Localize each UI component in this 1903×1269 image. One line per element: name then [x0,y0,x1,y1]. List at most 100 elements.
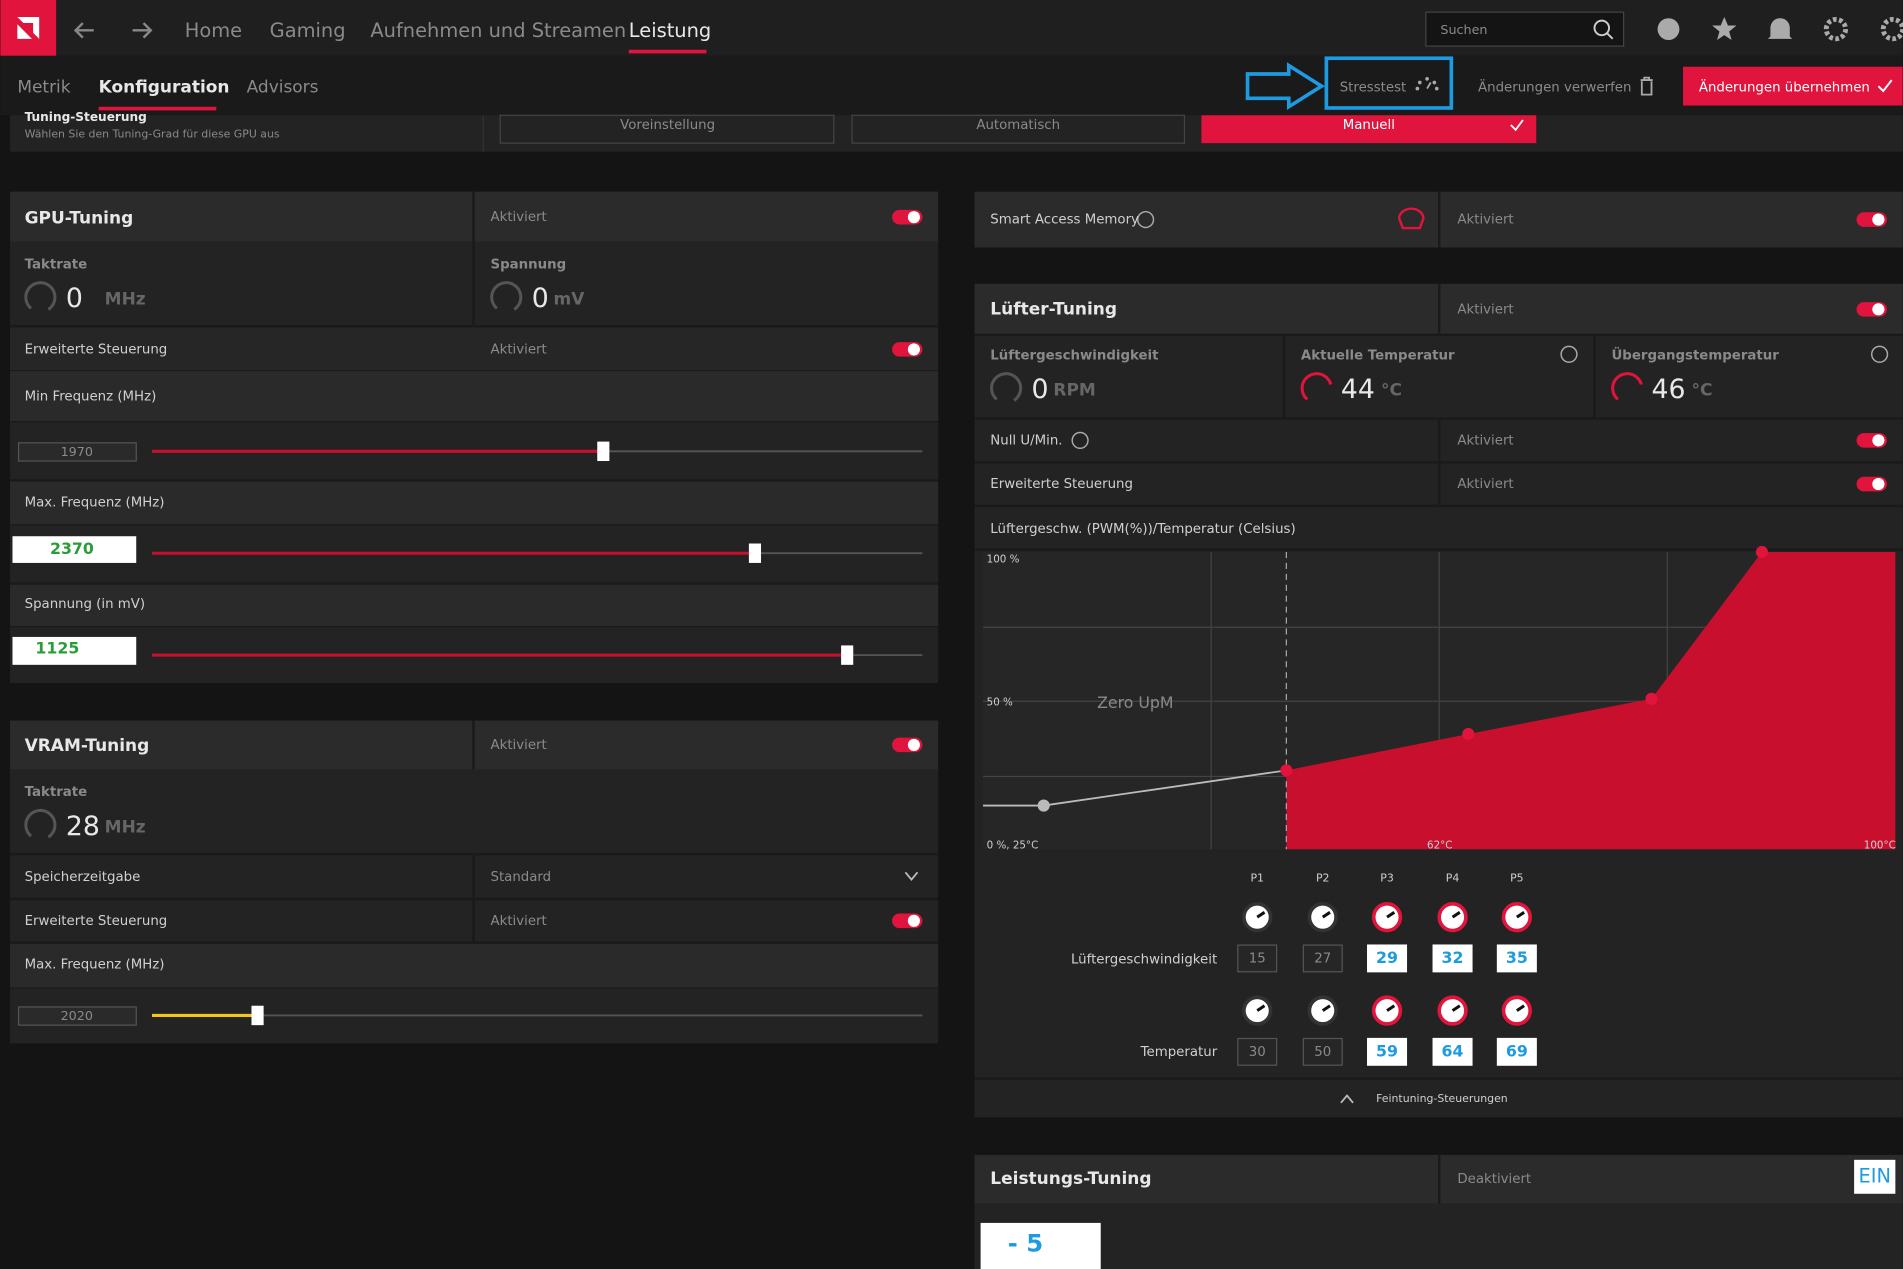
panel-title: Leistungs-Tuning [990,1169,1151,1189]
value-box[interactable] [1496,944,1537,973]
value-box[interactable] [1432,1037,1473,1066]
nav-tab-active: Leistung [629,19,711,42]
curve-fill [1286,552,1896,850]
curve-title: Lüftergeschw. (PWM(%))/Temperatur (Celsi… [990,522,1295,537]
metric-value: 0 [532,283,549,314]
curve-point[interactable] [1280,764,1293,777]
apply-check [1877,79,1893,93]
forward-button[interactable] [132,22,153,39]
value-box[interactable] [1496,1037,1537,1066]
apply-button[interactable] [1683,66,1903,106]
knob-pointer [1451,911,1461,919]
value-box[interactable] [1367,944,1408,973]
input-box[interactable] [12,636,137,665]
slider-thumb[interactable] [841,645,854,665]
row-label: Min Frequenz (MHz) [25,390,157,405]
status: Aktiviert [1457,302,1513,317]
metric-unit: °C [1381,381,1402,401]
speed-value: 29 [1376,948,1398,967]
slider-thumb[interactable] [251,1005,264,1026]
settings-icon[interactable] [1823,16,1849,42]
section-title: Tuning-Steuerung [25,110,147,124]
input-box[interactable] [12,536,137,563]
row-label: Speicherzeitgabe [25,870,141,885]
globe-icon[interactable] [1657,18,1680,41]
input-value: 2370 [50,539,94,558]
favorites-icon[interactable] [1712,16,1737,41]
trash-icon[interactable] [1640,76,1653,96]
notifications-icon[interactable] [1767,18,1793,39]
metric-value: 0 [1032,374,1049,405]
gauge [990,372,1023,405]
amd-logo[interactable] [0,0,57,56]
search-icon [1593,19,1611,37]
annotation-box [1324,56,1454,110]
help-icon[interactable] [1071,431,1089,450]
knob-pointer [1516,911,1525,919]
row-label: Smart Access Memory [990,213,1139,228]
option-preset[interactable] [499,114,835,144]
metric-value: 0 [66,283,83,314]
knob-pointer [1256,1004,1266,1012]
speed-value: 15 [1249,951,1266,966]
nav-tab: Home [185,19,242,42]
value-box[interactable] [1237,1037,1278,1066]
search-box[interactable] [1425,11,1625,47]
sub-tab-active: Konfiguration [99,77,230,97]
curve-point[interactable] [1755,545,1768,559]
knob-pointer [1516,1004,1525,1012]
search-icon-handle [1605,32,1614,40]
status: Aktiviert [1457,477,1513,492]
status: Aktiviert [490,210,546,225]
help-icon[interactable] [1870,345,1889,363]
sub-tab: Advisors [247,77,319,97]
nav-tab: Aufnehmen und Streamen [370,19,626,42]
curve-point[interactable] [1462,727,1475,741]
value-box[interactable] [1367,1037,1408,1066]
input-value: 1970 [61,445,93,460]
speed-value: 27 [1314,951,1331,966]
stresstest-icon [1415,77,1439,91]
metric-label: Spannung [490,257,566,272]
row [10,481,939,525]
metric-unit: °C [1692,381,1713,401]
option-manual[interactable] [1201,115,1537,144]
knob[interactable] [1501,902,1533,933]
metric-unit: RPM [1053,381,1095,401]
panel-title: Lüfter-Tuning [990,299,1117,319]
help-icon[interactable] [1560,345,1578,363]
curve-label: 100°C [1864,840,1896,852]
input-box[interactable] [17,442,137,462]
status: Aktiviert [490,914,546,929]
value-box[interactable] [1302,1037,1343,1066]
metric-value: 46 [1652,374,1686,405]
slider-thumb[interactable] [748,543,762,563]
status: Deaktiviert [1457,1172,1531,1187]
curve-point[interactable] [1037,799,1050,812]
value-box[interactable] [1237,944,1278,973]
slider-thumb[interactable] [597,441,610,462]
value-box[interactable] [1302,944,1343,973]
dropdown-chevron[interactable] [904,871,919,881]
option-auto[interactable] [851,114,1186,144]
value-box[interactable] [1432,944,1473,973]
temp-value: 59 [1376,1041,1398,1060]
texts: Home Gaming Aufnehmen und Streamen Leistung… [17,19,1895,1258]
gauge [1611,372,1644,405]
back-button[interactable] [73,22,94,39]
toggle-knob [1872,434,1885,447]
help-icon[interactable] [1136,210,1155,229]
discard-button: Änderungen verwerfen [1478,77,1631,95]
collapse-chevron[interactable] [1340,1094,1354,1104]
knob-pointer [1321,1004,1331,1012]
knob[interactable] [1501,995,1533,1026]
row [10,327,939,371]
curve-point[interactable] [1645,692,1658,705]
option-label: Manuell [1343,118,1395,133]
toggle-box[interactable] [1854,1159,1896,1194]
input-box[interactable] [17,1006,137,1026]
value-box[interactable] [980,1222,1101,1269]
